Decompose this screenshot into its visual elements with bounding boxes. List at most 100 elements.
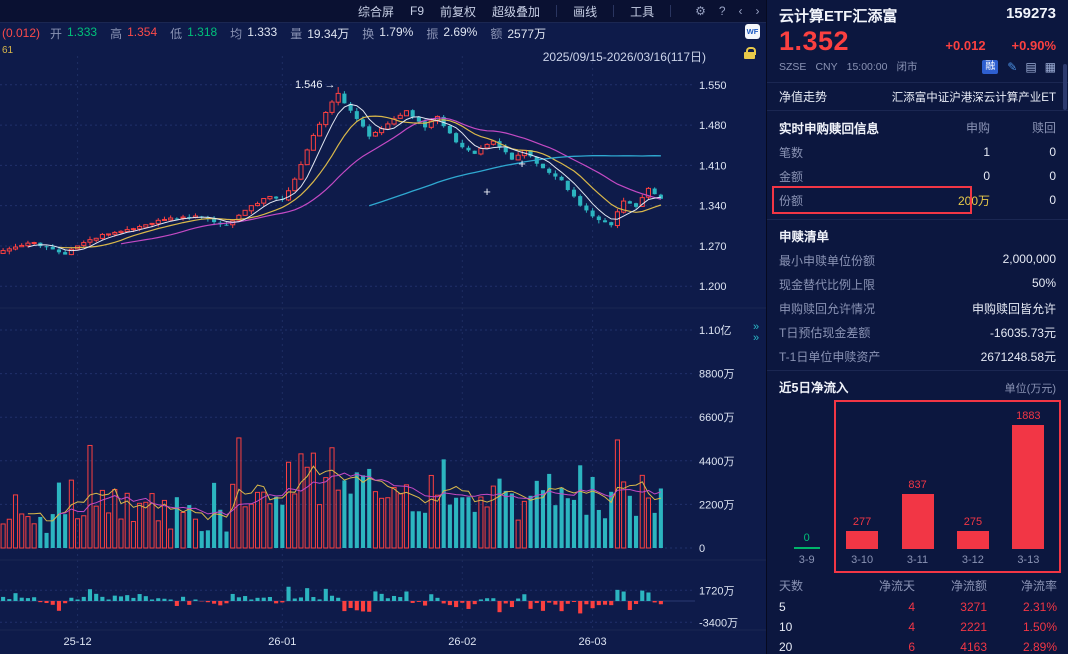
peak-price: 1.546 [295, 79, 323, 91]
header-icons: ✎ ▤ ▦ [1007, 60, 1056, 74]
list-item: 申购赎回允许情况 申购赎回皆允许 [779, 301, 1056, 316]
list-icon[interactable]: ▤ [1025, 59, 1037, 74]
flow-bar-column: 837 3-11 [890, 403, 945, 571]
quote-time: 15:00:00 [846, 60, 888, 73]
svg-text:+: + [483, 184, 491, 199]
list-item: 现金替代比例上限 50% [779, 275, 1056, 292]
instrument-code: 159273 [1005, 5, 1056, 22]
svg-text:25-12: 25-12 [63, 636, 91, 648]
quote-field: 换 1.79% [362, 24, 414, 41]
svg-text:8800万: 8800万 [699, 369, 734, 381]
toolbar: 综合屏 F9 前复权 超级叠加 画线 工具 ⚙? ‹ › [0, 0, 766, 23]
toolbar-item[interactable]: 画线 [573, 4, 598, 19]
quote-field: 振 2.69% [426, 24, 478, 41]
realtime-row: 笔数 1 0 [779, 145, 1056, 160]
nav-trend-row[interactable]: 净值走势 汇添富中证沪港深云计算产业ET [767, 82, 1068, 111]
svg-text:6600万: 6600万 [699, 412, 734, 424]
realtime-section: 实时申购赎回信息 申购 赎回 笔数 1 0 金额 0 0 份额 200万 0 [767, 111, 1068, 217]
prev-arrow-icon[interactable]: ‹ [738, 4, 743, 18]
toolbar-separator [613, 5, 615, 17]
last-price: 1.352 [779, 26, 850, 56]
flow-stats-table: 天数 净流天 净流额 净流率 5 4 3271 2.31% 10 4 2221 1.50% 20 6 416… [767, 574, 1068, 654]
peak-annotation: 1.546 → [295, 79, 336, 91]
svg-text:1.480: 1.480 [699, 120, 727, 132]
svg-text:1.270: 1.270 [699, 241, 727, 253]
quote-panel: 云计算ETF汇添富 159273 1.352 +0.012 +0.90% SZS… [766, 0, 1068, 654]
flow-bar-column: 0 3-9 [779, 403, 834, 571]
fund-full-name: 汇添富中证沪港深云计算产业ET [891, 91, 1056, 104]
realtime-rows: 笔数 1 0 金额 0 0 份额 200万 0 [772, 140, 1056, 214]
realtime-title: 实时申购赎回信息 [779, 122, 880, 136]
svg-text:0: 0 [699, 543, 705, 555]
change-amount: (0.012) [2, 26, 41, 40]
wf-logo-icon[interactable]: WF [745, 24, 760, 39]
svg-text:4400万: 4400万 [699, 456, 734, 468]
flow-bar [793, 547, 820, 549]
nav-trend-label: 净值走势 [779, 90, 828, 104]
market-status: 闭市 [896, 61, 918, 73]
panel-collapse-toggle[interactable]: »» [753, 321, 760, 344]
list-item: T日预估现金差额 -16035.73元 [779, 325, 1056, 340]
col-subscribe: 申购 [965, 121, 990, 135]
svg-text:26-01: 26-01 [268, 636, 296, 648]
toolbar-item[interactable]: 前复权 [440, 4, 477, 19]
subscription-list-title: 申赎清单 [779, 230, 830, 244]
lock-icon[interactable] [744, 47, 756, 60]
flow-bar [901, 494, 934, 549]
flow-bar [1012, 425, 1045, 549]
toolbar-separator [670, 5, 672, 17]
instrument-header: 云计算ETF汇添富 159273 1.352 +0.012 +0.90% SZS… [767, 0, 1068, 78]
toolbar-items: 综合屏 F9 前复权 超级叠加 画线 工具 [358, 3, 672, 20]
margin-badge[interactable]: 融 [982, 59, 999, 74]
quote-fields: 开 1.333 高 1.354 低 1.318 均 1.333 量 19.34万换 1.79% 振 2.… [50, 25, 559, 42]
toolbar-item[interactable]: 工具 [630, 4, 655, 19]
scrollbar-thumb[interactable] [1063, 64, 1067, 110]
toolbar-item[interactable]: 综合屏 [358, 4, 395, 19]
currency-label: CNY [815, 60, 838, 73]
edit-icon[interactable]: ✎ [1007, 59, 1018, 74]
svg-text:1.10亿: 1.10亿 [699, 324, 731, 337]
table-row: 5 4 3271 2.31% [779, 600, 1057, 614]
svg-text:-3400万: -3400万 [699, 617, 738, 629]
quote-field: 量 19.34万 [290, 26, 350, 41]
list-item: T-1日单位申赎资产 2671248.58元 [779, 349, 1056, 364]
grid-icon[interactable]: ▦ [1044, 59, 1056, 74]
svg-text:1.550: 1.550 [699, 80, 727, 92]
next-arrow-icon[interactable]: › [755, 4, 760, 18]
table-row: 20 6 4163 2.89% [779, 640, 1057, 654]
flow-bar [956, 531, 989, 549]
svg-text:1.200: 1.200 [699, 281, 727, 293]
instrument-name: 云计算ETF汇添富 [779, 8, 898, 25]
flow-bar-column: 277 3-10 [834, 403, 889, 571]
quote-field: 均 1.333 [230, 24, 278, 41]
exchange-label: SZSE [779, 60, 807, 73]
date-range-label: 2025/09/15-2026/03/16(117日) [542, 50, 706, 64]
candlestick-chart[interactable]: 25-12 26-01 26-02 26-03 1.550 1.480 1.410 1.340… [0, 44, 766, 654]
svg-text:1.340: 1.340 [699, 201, 727, 213]
toolbar-icons: ⚙? ‹ › [695, 5, 759, 17]
realtime-row: 份额 200万 0 [772, 186, 1056, 214]
flow5-header: 近5日净流入 单位(万元) [767, 370, 1068, 399]
svg-text:26-03: 26-03 [579, 636, 607, 648]
quote-field: 低 1.318 [170, 24, 218, 41]
flow-bar-column: 1883 3-13 [1001, 403, 1056, 571]
svg-text:1.410: 1.410 [699, 160, 727, 172]
flow-bar [846, 531, 879, 549]
svg-text:+: + [518, 156, 526, 171]
help-icon[interactable]: ? [718, 4, 726, 18]
quote-field: 开 1.333 [50, 24, 98, 41]
subscription-list-header: 申赎清单 [767, 219, 1068, 248]
quote-info-bar: (0.012) 开 1.333 高 1.354 低 1.318 均 1.333 量 19.34万换… [0, 23, 768, 43]
flow5-unit: 单位(万元) [1004, 383, 1056, 395]
edge-fragment: 61 [2, 45, 14, 56]
quote-field: 高 1.354 [110, 24, 158, 41]
toolbar-item[interactable]: F9 [410, 4, 425, 18]
toolbar-item[interactable]: 超级叠加 [492, 4, 541, 19]
price-change-pct: +0.90% [1011, 38, 1056, 53]
settings-gear-icon[interactable]: ⚙ [695, 4, 706, 18]
table-row: 10 4 2221 1.50% [779, 620, 1057, 634]
toolbar-separator [556, 5, 558, 17]
svg-text:1720万: 1720万 [699, 585, 734, 597]
price-change: +0.012 [945, 38, 986, 53]
